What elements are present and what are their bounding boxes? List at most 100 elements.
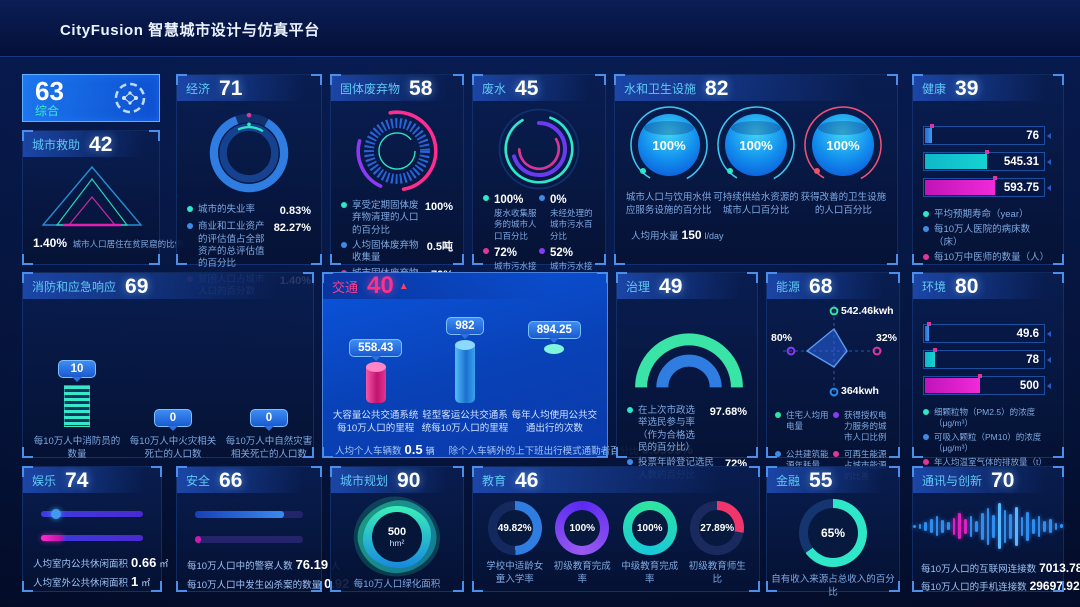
bar-fill	[925, 124, 935, 143]
solid-waste-ring-chart	[356, 110, 438, 192]
panel-score: 45	[515, 76, 539, 100]
panel-score: 40	[367, 272, 394, 299]
panel-title: 金融	[776, 473, 801, 488]
donut-chart: 49.82%	[487, 501, 542, 555]
legend-dot	[539, 248, 545, 255]
gauge-value: 100%	[652, 138, 686, 153]
legend-label: 公共建筑能源年耗量	[786, 449, 829, 470]
center-value: 500	[387, 526, 407, 538]
legend-dot	[833, 451, 839, 458]
bar-fill	[925, 322, 931, 341]
panel-economy[interactable]: 经济 71 城市的失业率 0.83% 商业和工业资产的评估值占全部资产的总评估值的百…	[176, 74, 322, 297]
donut-label: 中级教育完成率	[621, 561, 679, 585]
legend-label: 平均预期寿命（year）	[934, 209, 1029, 220]
panel-wastewater[interactable]: 废水 45 100% 废水收集服务的城市人口百分比 0% 未经处理的城市污水百分比…	[472, 74, 606, 294]
bar-fill	[195, 511, 284, 518]
gauge-label: 获得改善的卫生设施的人口百分比	[800, 192, 887, 216]
panel-health[interactable]: 健康 39 76 545.31 593.75 平均预期寿命（year） 每10万人…	[912, 74, 1064, 265]
gauge-value: 100%	[739, 138, 773, 153]
homicide-bar	[195, 536, 303, 543]
panel-finance[interactable]: 金融 55 65% 自有收入来源占总收入的百分比	[766, 466, 900, 598]
panel-governance[interactable]: 治理 49 在上次市政选举选民参与率（作为合格选民的百分比） 97.68% 投票年龄…	[616, 272, 758, 481]
panel-solid-waste[interactable]: 固体废弃物 58 享受定期固体废弃物清理的人口的百分比 100% 人均固体废弃物收集…	[330, 74, 464, 291]
legend-label: 城市的失业率	[198, 204, 256, 215]
outdoor-leisure-slider[interactable]	[41, 535, 143, 541]
slider-knob[interactable]	[51, 509, 61, 519]
donut-label: 初级教育完成率	[553, 561, 611, 585]
stat-value: 0%	[550, 194, 567, 206]
composite-score-card[interactable]: 63 综合	[22, 74, 160, 122]
metric-label: 每10万人中消防员的数量	[33, 436, 121, 460]
bar-value: 49.6	[1016, 327, 1039, 340]
bar-fill	[925, 348, 937, 367]
panel-traffic[interactable]: 交通 40 ▲ 558.43 大容量公共交通系统每10万人口的里程 982 轻型…	[322, 272, 693, 458]
safety-stat: 每10万人口中发生凶杀案的数量0.92件	[187, 576, 361, 591]
axis-value-bottom: 364kwh	[841, 385, 879, 397]
donut-label: 学校中适龄女童入学率	[486, 561, 544, 585]
gauge-label: 可持续供给水资源的城市人口百分比	[713, 192, 799, 216]
legend-label: 可吸入颗粒（PM10）的浓度（μg/m³）	[934, 432, 1042, 454]
water-gauge-item: 100% 可持续供给水资源的城市人口百分比	[712, 103, 799, 218]
legend-value: 97.68%	[709, 406, 747, 418]
panel-urban-planning[interactable]: 城市规划 90 500 hm² 每10万人口绿化面积	[330, 466, 464, 592]
stat-value: 52%	[550, 247, 574, 260]
wastewater-stat: 0% 未经处理的城市污水百分比	[539, 193, 595, 242]
stat-label: 人均个人车辆数	[335, 446, 402, 457]
legend-label: 在上次市政选举选民参与率（作为合格选民的百分比）	[638, 405, 696, 454]
composite-score: 63	[35, 75, 64, 106]
legend-dot	[627, 459, 633, 466]
legend-dot	[483, 248, 489, 255]
stat-value: 150	[681, 227, 702, 242]
legend-dot	[341, 202, 347, 208]
stat-value: 1	[131, 574, 139, 589]
water-gauge-item: 100% 城市人口与饮用水供应服务设施的百分比	[625, 103, 712, 218]
panel-title: 安全	[186, 473, 211, 488]
legend-label: 人均固体废弃物收集量	[352, 240, 419, 264]
slider-fill[interactable]	[41, 535, 64, 541]
legend-dot	[775, 451, 781, 458]
stat-label: 每10万人口中发生凶杀案的数量	[187, 580, 322, 591]
panel-score: 39	[955, 76, 979, 100]
legend-label: 享受定期固体废弃物清理的人口的百分比	[352, 200, 419, 236]
stat-unit: ㎡	[141, 578, 151, 588]
panel-energy[interactable]: 能源 68 542.46kwh 80% 32% 364kwh 住宅人均用电量 获得…	[766, 272, 900, 481]
panel-water-sanitation[interactable]: 水和卫生设施 82 100% 城市人口与饮用水供应服务设施的百分比	[614, 74, 898, 265]
legend-dot	[923, 434, 929, 441]
governance-gauge-chart	[635, 333, 743, 388]
panel-environment[interactable]: 环境 80 49.6 78 500 细颗粒物（PM2.5）的浓度（μg/m³） 可…	[912, 272, 1064, 467]
panel-fire-emergency[interactable]: 消防和应急响应 69 10 每10万人中消防员的数量 0 每10万人中火灾相关死亡…	[22, 272, 314, 460]
panel-education[interactable]: 教育 46 49.82% 学校中适龄女童入学率 100% 初级教育完成率 100%…	[472, 466, 760, 592]
donut-value: 100%	[569, 522, 596, 534]
stat-label: 人均用水量	[631, 230, 679, 242]
fire-metric: 0 每10万人中自然灾害相关死亡的人口数	[221, 331, 317, 462]
donut-value: 100%	[636, 522, 663, 534]
axis-value-top: 542.46kwh	[841, 305, 894, 317]
panel-title: 健康	[922, 81, 947, 96]
panel-title: 娱乐	[32, 473, 57, 488]
stat-value: 100%	[494, 194, 524, 206]
indoor-leisure-slider[interactable]	[41, 509, 143, 519]
city-aid-label: 城市人口居住在贫民窟的比例	[72, 239, 184, 249]
traffic-metric: 982 轻型客运公共交通系统每10万人口的里程	[420, 301, 509, 436]
panel-score: 71	[219, 76, 243, 100]
panel-title: 环境	[922, 279, 947, 294]
stat-value: 76.19	[295, 557, 329, 572]
panel-city-aid[interactable]: 城市救助 42 1.40% 城市人口居住在贫民窟的比例	[22, 130, 183, 265]
traffic-metric: 894.25 每年人均使用公共交通出行的次数	[510, 301, 599, 436]
legend-label: 商业和工业资产的评估值占全部资产的总评估值的百分比	[198, 221, 265, 270]
panel-entertainment[interactable]: 娱乐 74 人均室内公共休闲面积 0.66 ㎡ 人均室外公共休闲面积 1 ㎡	[22, 466, 168, 592]
waveform-chart	[912, 497, 1064, 555]
finance-donut-chart: 65%	[799, 499, 867, 567]
legend-label: 住宅人均用电量	[786, 410, 829, 432]
energy-radar-chart: 542.46kwh 80% 32% 364kwh	[767, 299, 899, 403]
center-unit: hm²	[389, 538, 405, 548]
stat-value: 0.66	[131, 555, 157, 570]
liquid-gauge: 100%	[629, 106, 708, 184]
bar-value: 500	[1019, 379, 1039, 392]
panel-score: 49	[659, 274, 683, 298]
legend-dot	[923, 226, 929, 233]
panel-title: 消防和应急响应	[32, 279, 117, 294]
metric-label: 自有收入来源占总收入的百分比	[771, 574, 895, 598]
